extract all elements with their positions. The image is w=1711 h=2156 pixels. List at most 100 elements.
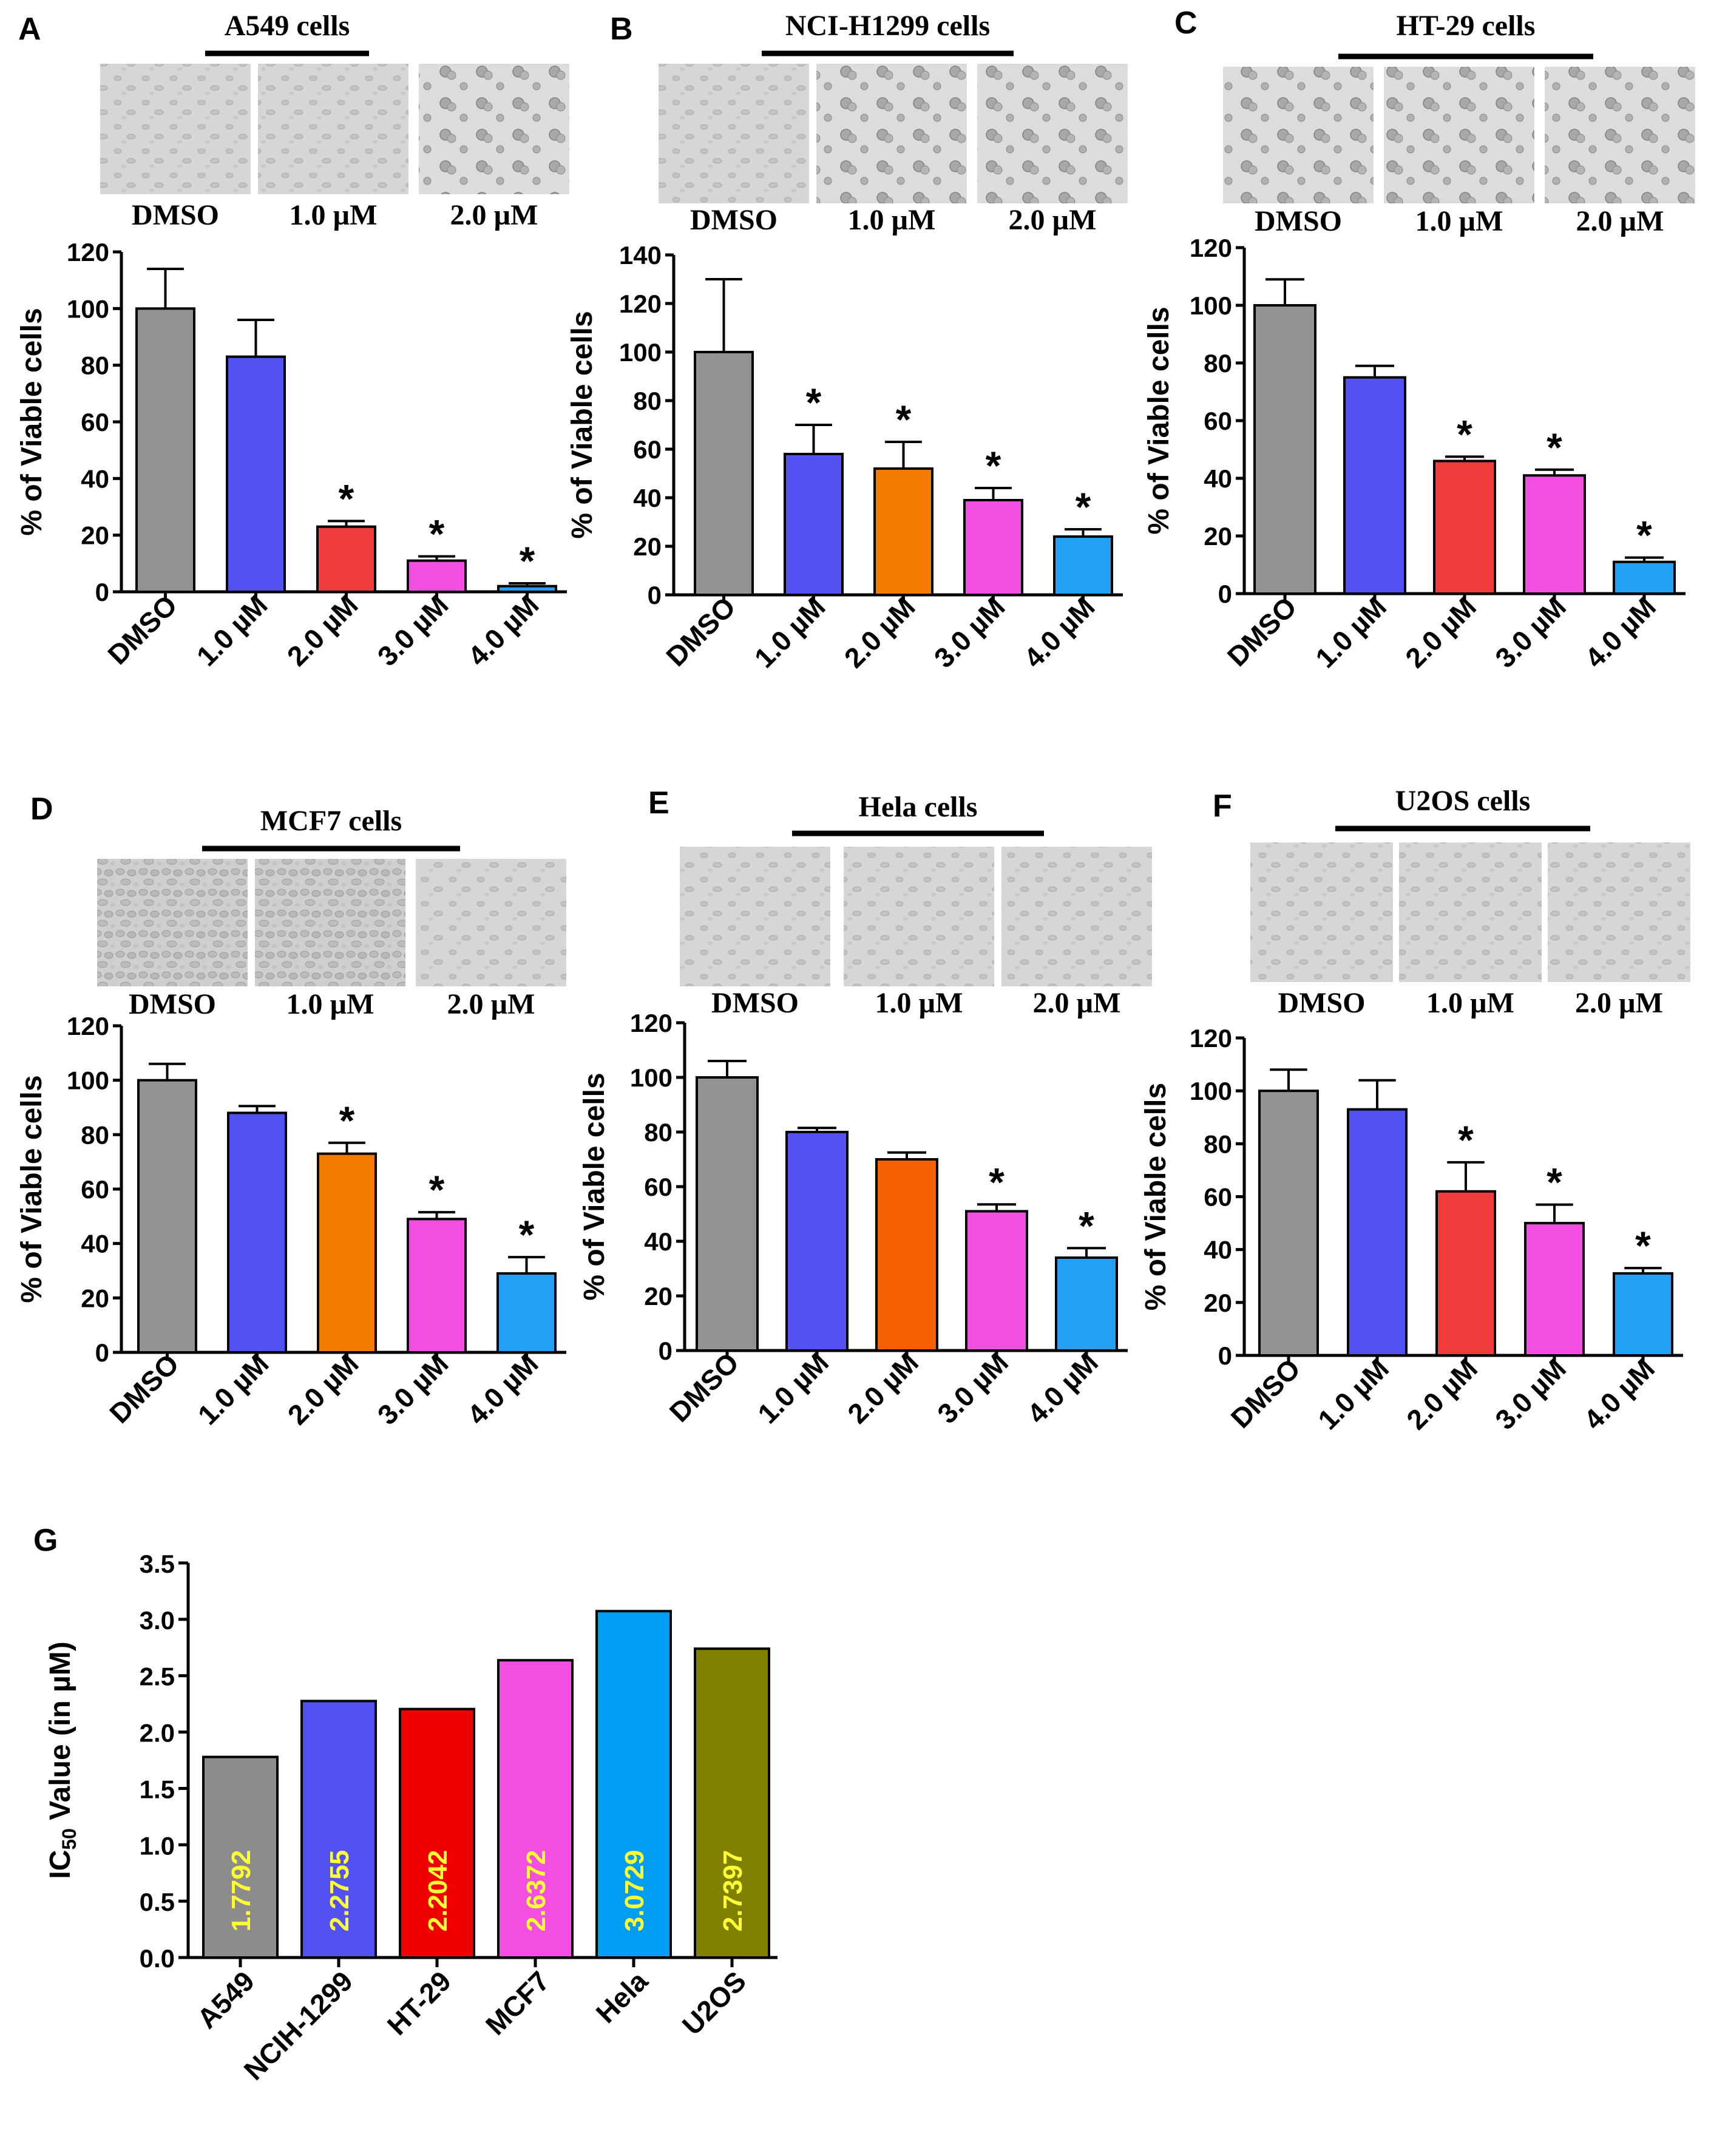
x-category-label: 4.0 µM (1577, 1352, 1661, 1436)
bar (316, 525, 376, 594)
panel-letter: B (610, 12, 633, 47)
y-tick-label: 0 (95, 1338, 109, 1367)
y-tick-label: 0.0 (140, 1944, 175, 1973)
x-category-label: 2.0 µM (1399, 591, 1482, 674)
micrograph-label: 2.0 µM (450, 199, 538, 231)
micrograph-label: 2.0 µM (1009, 204, 1097, 236)
micrograph-label: 2.0 µM (447, 988, 535, 1020)
bar (1613, 1272, 1673, 1357)
bar (399, 1707, 475, 1959)
bar (965, 1210, 1028, 1352)
bar (135, 307, 195, 593)
significance-star: * (520, 538, 535, 583)
bar (1523, 474, 1586, 595)
y-tick-label: 120 (1190, 234, 1232, 262)
micrograph-label: DMSO (711, 987, 799, 1019)
micrograph-label: 2.0 µM (1576, 205, 1664, 237)
significance-star: * (989, 1159, 1005, 1204)
micrograph-label: 1.0 µM (290, 199, 378, 231)
bar (317, 1152, 377, 1354)
micrograph-label: 2.0 µM (1033, 987, 1121, 1019)
micrograph-image (1001, 847, 1152, 986)
y-tick-label: 3.5 (140, 1550, 175, 1578)
y-tick-label: 80 (644, 1118, 673, 1147)
y-tick-label: 40 (81, 1230, 109, 1258)
y-tick-label: 80 (81, 351, 109, 380)
micrograph-image (844, 847, 994, 986)
y-tick-label: 80 (81, 1120, 109, 1149)
y-tick-label: 40 (81, 464, 109, 493)
bar (407, 1218, 467, 1354)
x-category-label: 4.0 µM (1021, 1346, 1104, 1429)
significance-star: * (1458, 1117, 1474, 1162)
x-category-label: DMSO (663, 1346, 745, 1428)
micrograph-image (1399, 842, 1542, 982)
y-tick-label: 2.5 (140, 1663, 175, 1691)
x-category-label: 2.0 µM (838, 591, 921, 674)
y-tick-label: 0.5 (140, 1888, 175, 1916)
x-category-label: 3.0 µM (1489, 1352, 1572, 1436)
panel-letter: E (648, 785, 669, 821)
y-tick-label: 20 (1204, 522, 1232, 551)
bar (300, 1700, 377, 1959)
bar (696, 1076, 759, 1352)
y-tick-label: 20 (81, 521, 109, 550)
y-axis-label-main: IC (44, 1850, 76, 1879)
significance-star: * (339, 1098, 355, 1143)
bar (407, 559, 467, 594)
y-tick-label: 20 (644, 1282, 673, 1310)
bar (785, 1131, 849, 1352)
panel-title: Hela cells (859, 791, 978, 823)
micrograph-image (97, 859, 248, 986)
significance-star: * (519, 1212, 535, 1257)
bar-value-label: 3.0729 (620, 1850, 649, 1932)
micrograph-image (100, 64, 251, 194)
y-tick-label: 40 (633, 484, 662, 512)
y-tick-label: 120 (1190, 1024, 1232, 1053)
significance-star: * (896, 397, 912, 442)
bar (1347, 1108, 1408, 1357)
panel-letter: C (1174, 5, 1198, 41)
bar (496, 1272, 557, 1354)
micrograph-image (255, 859, 405, 986)
micrograph-image (416, 859, 566, 986)
bar (1053, 535, 1113, 596)
bar (595, 1610, 672, 1959)
x-category-label: 4.0 µM (1018, 591, 1101, 674)
x-category-label: 1.0 µM (751, 1346, 835, 1429)
x-category-label: 3.0 µM (1489, 591, 1572, 674)
bar (1433, 459, 1496, 595)
bar-value-label: 1.7792 (226, 1850, 256, 1932)
y-tick-label: 20 (81, 1284, 109, 1312)
y-tick-label: 20 (633, 532, 662, 561)
bar-value-label: 2.6372 (521, 1850, 551, 1932)
y-tick-label: 100 (1190, 291, 1232, 320)
significance-star: * (429, 1167, 445, 1212)
micrograph-label: 1.0 µM (286, 988, 374, 1020)
micrograph-image (1223, 67, 1374, 203)
y-tick-label: 140 (619, 241, 662, 270)
y-axis-label: % of Viable cells (16, 308, 48, 535)
x-category-label: 2.0 µM (1400, 1352, 1483, 1436)
significance-star: * (1076, 484, 1091, 529)
x-category-label: Hela (590, 1965, 654, 2029)
bar (226, 355, 286, 594)
y-axis-label-rest: Value (in µM) (44, 1641, 76, 1828)
micrograph-image (419, 64, 569, 194)
x-category-label: 1.0 µM (192, 1348, 275, 1431)
y-tick-label: 60 (633, 435, 662, 464)
bar-value-label: 2.2755 (325, 1850, 354, 1932)
x-category-label: DMSO (103, 1348, 185, 1429)
x-category-label: 1.0 µM (191, 589, 274, 672)
bar (137, 1079, 197, 1354)
x-category-label: 2.0 µM (281, 589, 364, 672)
y-tick-label: 60 (81, 408, 109, 436)
bar (1524, 1222, 1585, 1357)
y-tick-label: 1.5 (140, 1775, 175, 1803)
x-category-label: DMSO (1221, 591, 1303, 672)
bar (963, 499, 1023, 596)
significance-star: * (429, 512, 445, 557)
y-tick-label: 80 (1204, 349, 1232, 378)
